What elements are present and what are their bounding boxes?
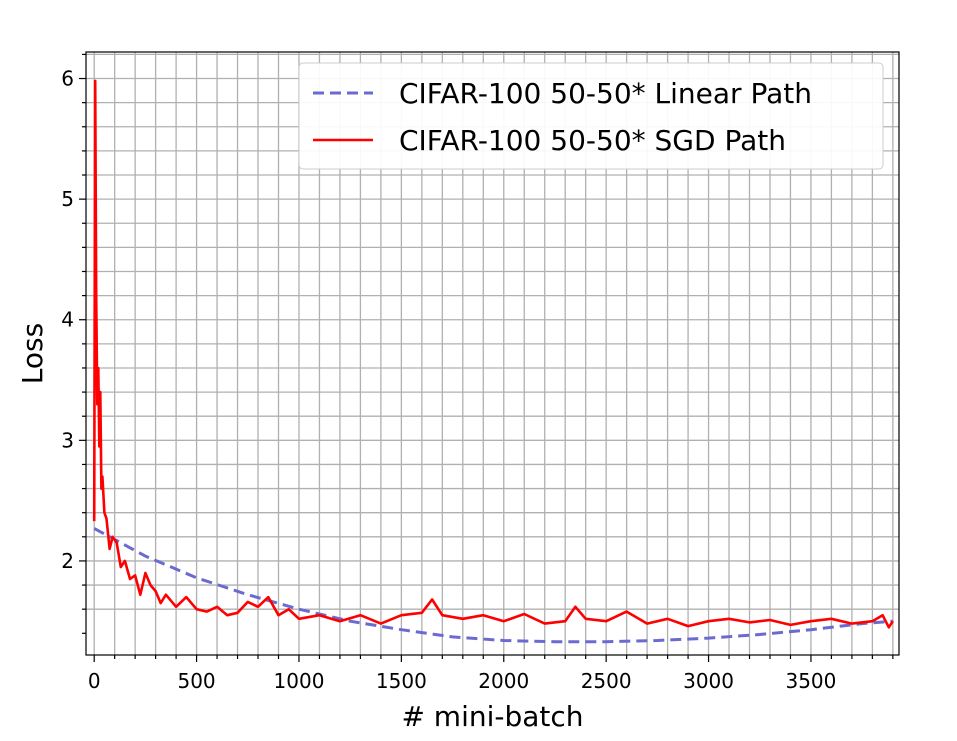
series-line-linear-path [93, 527, 894, 644]
y-tick-label: 6 [61, 67, 74, 91]
y-axis-label: Loss [16, 323, 49, 384]
series-layer [92, 79, 894, 644]
y-tick-label: 5 [61, 187, 74, 211]
x-tick-label: 1500 [376, 669, 427, 693]
x-tick-label: 2000 [478, 669, 529, 693]
legend-label-linear-path: CIFAR-100 50-50* Linear Path [399, 77, 812, 110]
x-tick-label: 0 [88, 669, 101, 693]
series-line-sgd-path [92, 79, 894, 629]
x-tick-label: 3500 [785, 669, 836, 693]
x-tick-label: 3000 [683, 669, 734, 693]
x-tick-label: 2500 [581, 669, 632, 693]
legend: CIFAR-100 50-50* Linear Path CIFAR-100 5… [298, 62, 884, 170]
legend-box [298, 62, 884, 170]
x-axis-label: # mini-batch [401, 700, 583, 733]
legend-label-sgd-path: CIFAR-100 50-50* SGD Path [399, 124, 786, 157]
x-tick-label: 1000 [274, 669, 325, 693]
axis-ticks: 0 500 1000 1500 2000 2500 3000 3500 2 3 4 5 6 [61, 53, 894, 693]
x-tick-label: 500 [177, 669, 215, 693]
y-tick-label: 2 [61, 549, 74, 573]
y-tick-label: 4 [61, 308, 74, 332]
plot-frame [85, 51, 900, 656]
y-tick-label: 3 [61, 428, 74, 452]
